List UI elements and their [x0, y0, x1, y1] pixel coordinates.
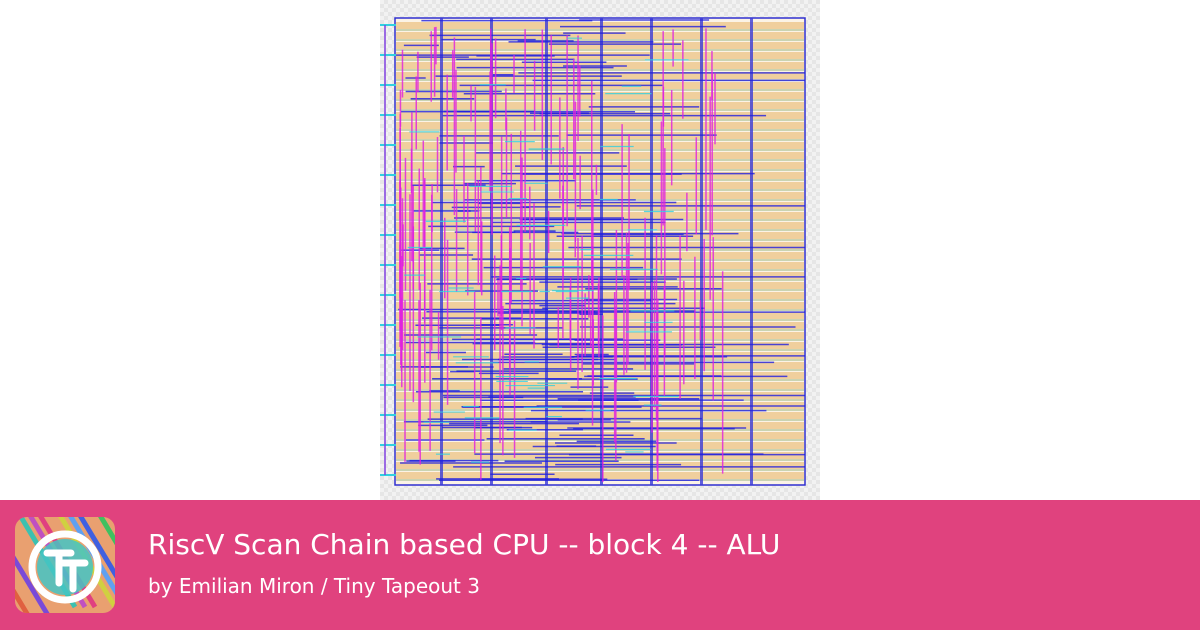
power-strap — [700, 18, 703, 485]
logo-mark — [43, 549, 89, 593]
info-bar: RiscV Scan Chain based CPU -- block 4 --… — [0, 500, 1200, 630]
logo — [15, 517, 115, 613]
chip-layout — [380, 0, 820, 500]
power-strap — [545, 18, 548, 485]
logo-disc — [37, 539, 93, 595]
power-strap — [750, 18, 753, 485]
power-strap — [490, 18, 493, 485]
title: RiscV Scan Chain based CPU -- block 4 --… — [148, 528, 781, 561]
power-strap — [440, 18, 443, 485]
logo-ring — [28, 530, 102, 604]
power-strap — [600, 18, 603, 485]
subtitle: by Emilian Miron / Tiny Tapeout 3 — [148, 574, 480, 598]
layout-layers — [380, 18, 805, 485]
power-strap — [650, 18, 653, 485]
